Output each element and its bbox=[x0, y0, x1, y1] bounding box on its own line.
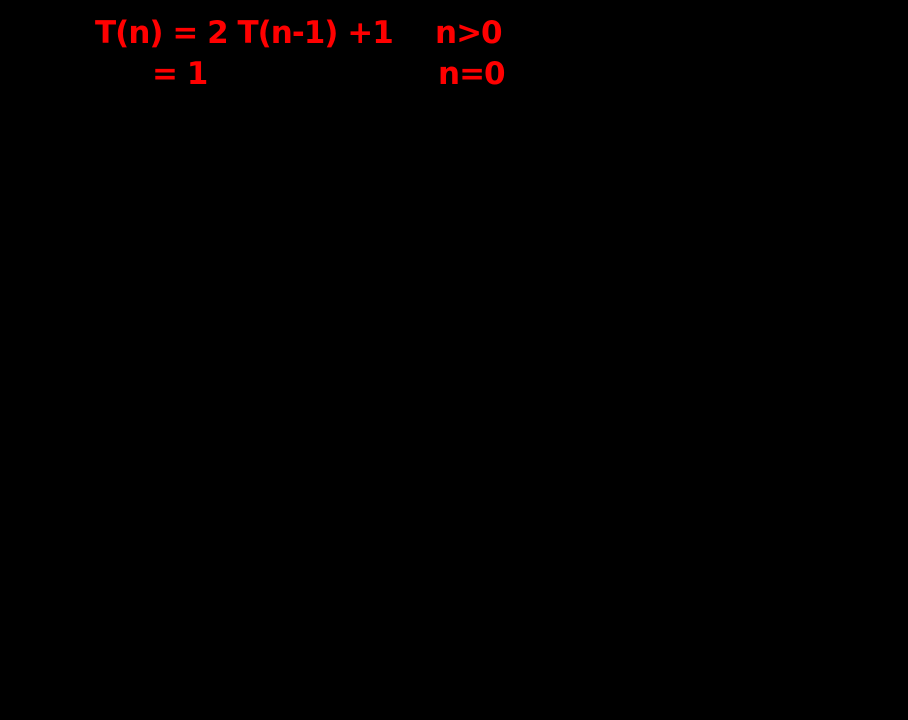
recurrence-case2-expression: = 1 bbox=[152, 56, 208, 92]
recurrence-case1-expression: T(n) = 2 T(n-1) +1 bbox=[95, 15, 394, 51]
recurrence-case2-condition: n=0 bbox=[438, 56, 506, 92]
recurrence-case1-condition: n>0 bbox=[435, 15, 503, 51]
